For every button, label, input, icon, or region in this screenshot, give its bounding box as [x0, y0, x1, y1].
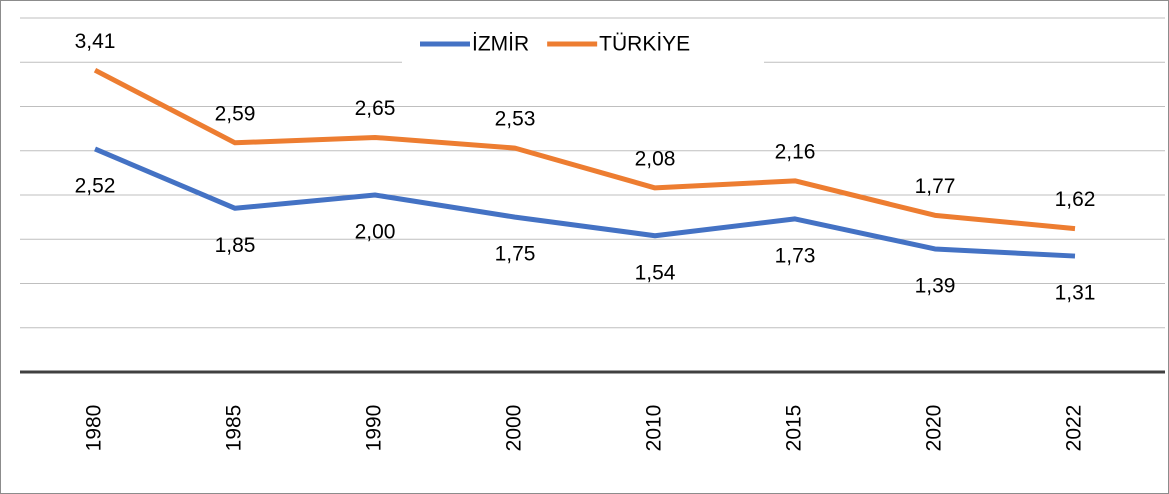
- data-label: 2,52: [75, 175, 116, 198]
- data-label: 1,39: [915, 275, 956, 298]
- data-label: 1,77: [915, 175, 956, 198]
- data-label: 3,41: [75, 30, 116, 53]
- data-label: 2,00: [355, 221, 396, 244]
- x-tick-label: 1990: [363, 405, 386, 452]
- data-label: 1,85: [215, 234, 256, 257]
- series-line: [94, 146, 1076, 259]
- data-label: 2,08: [635, 147, 676, 170]
- x-tick-label: 2010: [643, 405, 666, 452]
- data-label: 1,54: [635, 261, 676, 284]
- legend-label: İZMİR: [472, 33, 529, 56]
- data-label: 2,53: [495, 108, 536, 131]
- series-line: [93, 67, 1076, 232]
- data-label: 1,62: [1055, 188, 1096, 211]
- legend-label: TÜRKİYE: [599, 33, 690, 56]
- data-label: 1,73: [775, 244, 816, 267]
- data-label: 2,65: [355, 97, 396, 120]
- data-label: 1,75: [495, 243, 536, 266]
- x-tick-label: 2020: [923, 405, 946, 452]
- x-tick-label: 2015: [783, 405, 806, 452]
- data-label: 2,59: [215, 102, 256, 125]
- x-tick-label: 2000: [503, 405, 526, 452]
- x-tick-label: 1985: [223, 405, 246, 452]
- x-tick-label: 2022: [1063, 405, 1086, 452]
- data-label: 1,31: [1055, 282, 1096, 305]
- data-label: 2,16: [775, 140, 816, 163]
- x-tick-label: 1980: [83, 405, 106, 452]
